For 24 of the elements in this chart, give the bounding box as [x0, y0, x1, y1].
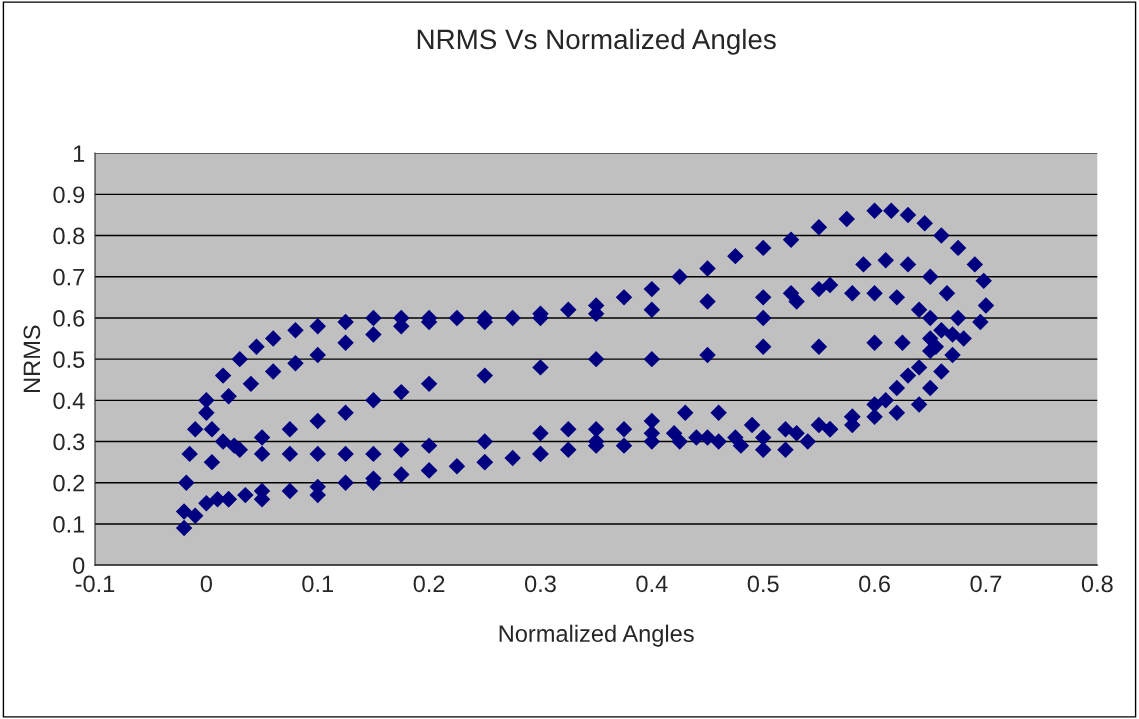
x-tick-label: 0.8: [1081, 575, 1113, 593]
x-tick-label: 0.4: [636, 575, 668, 593]
x-tick-label: -0.1: [75, 575, 115, 593]
y-tick-label: 0.8: [53, 227, 85, 245]
chart-title: NRMS Vs Normalized Angles: [417, 28, 776, 55]
y-tick-label: 0.2: [53, 474, 85, 492]
y-tick-label: 1: [73, 145, 85, 162]
y-tick-label: 0: [73, 557, 85, 574]
x-tick-label: 0.7: [970, 575, 1002, 593]
x-tick-label: 0.1: [302, 575, 333, 593]
y-tick-label: 0.5: [53, 351, 85, 368]
y-axis-title: NRMS: [23, 325, 41, 392]
x-tick-label: 0.3: [524, 575, 556, 593]
x-axis-title: Normalized Angles: [499, 624, 694, 647]
x-tick-label: 0: [200, 575, 212, 593]
y-tick-label: 0.7: [53, 268, 85, 286]
y-tick-label: 0.4: [53, 392, 85, 410]
y-tick-label: 0.1: [53, 516, 85, 533]
y-tick-label: 0.6: [53, 310, 85, 327]
y-tick-label: 0.3: [53, 433, 85, 451]
x-tick-label: 0.5: [747, 575, 779, 593]
y-tick-label: 0.9: [53, 186, 85, 204]
x-tick-label: 0.2: [413, 575, 445, 593]
x-tick-label: 0.6: [859, 575, 890, 593]
